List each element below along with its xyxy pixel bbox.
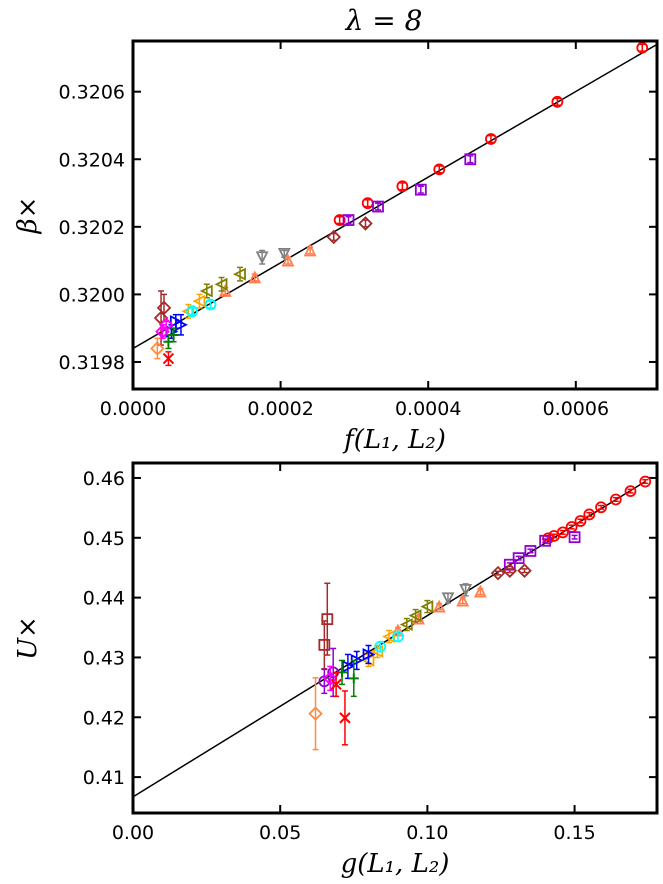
data-point	[595, 501, 607, 514]
data-point	[339, 712, 351, 724]
data-point	[318, 638, 331, 651]
data-point	[441, 592, 455, 606]
plot-title: λ = 8	[345, 4, 423, 37]
data-point	[432, 599, 446, 613]
U-x-axis-title: g(L₁, L₂)	[341, 849, 450, 879]
data-point	[248, 270, 262, 284]
data-point	[281, 253, 295, 267]
beta-xtick-label: 0.0006	[543, 398, 609, 420]
data-point	[330, 678, 342, 691]
data-point	[342, 214, 355, 226]
data-point	[162, 352, 175, 365]
data-point	[568, 531, 581, 544]
U-ytick-label: 0.42	[83, 707, 125, 729]
U-ytick-label: 0.45	[83, 528, 125, 550]
data-point	[303, 243, 317, 257]
data-point	[551, 95, 564, 108]
U-xtick-label: 0.10	[406, 822, 448, 844]
beta-chart: 0.0000 0.0002 0.0004 0.0006 0.3198 0.3200 0.32…	[13, 39, 659, 455]
U-ytick-label: 0.46	[83, 468, 125, 490]
U-plot-area	[133, 475, 652, 798]
data-point	[485, 133, 497, 145]
beta-ytick-label: 0.3206	[59, 82, 125, 104]
data-point	[277, 247, 291, 261]
beta-y-axis-title: β×	[13, 197, 43, 235]
data-point	[539, 534, 552, 547]
beta-ytick-label: 0.3200	[59, 284, 125, 306]
data-point	[255, 251, 269, 265]
u-chart: 0.00 0.05 0.10 0.15 0.41 0.42 0.43 0.44 0.45 0.46…	[13, 461, 659, 879]
data-point	[512, 552, 525, 565]
beta-ytick-label: 0.3202	[59, 217, 125, 239]
beta-plot-area	[133, 41, 657, 367]
data-point	[420, 600, 434, 614]
data-point	[341, 659, 355, 673]
data-point	[362, 647, 376, 661]
data-point	[321, 613, 334, 626]
beta-axes-frame	[131, 39, 659, 391]
data-point	[233, 267, 246, 281]
beta-xtick-label: 0.0004	[395, 398, 461, 420]
data-point	[433, 163, 446, 176]
data-point	[396, 180, 409, 193]
data-point	[326, 229, 342, 245]
data-point	[158, 317, 174, 333]
data-point	[322, 671, 338, 686]
data-point	[502, 563, 518, 578]
data-point	[490, 565, 506, 581]
beta-fit-line	[133, 43, 657, 350]
U-ytick-label: 0.44	[83, 588, 125, 610]
data-point	[392, 630, 404, 643]
data-point	[333, 214, 346, 226]
data-point	[150, 341, 165, 356]
data-point	[408, 609, 422, 623]
beta-x-axis-title: f(L₁, L₂)	[342, 425, 446, 455]
data-point	[374, 640, 387, 653]
data-point	[639, 475, 652, 488]
data-point	[382, 630, 396, 643]
data-point	[464, 153, 477, 166]
data-point	[399, 618, 413, 631]
data-point	[583, 508, 596, 521]
beta-ytick-label: 0.3204	[59, 149, 125, 171]
beta-xtick-label: 0.0000	[100, 398, 166, 420]
U-ytick-label: 0.43	[83, 647, 125, 669]
data-point	[517, 563, 532, 578]
data-point	[199, 284, 213, 298]
data-point	[414, 183, 427, 196]
data-point	[574, 515, 587, 527]
data-point	[348, 673, 359, 684]
data-point	[372, 200, 384, 213]
data-point	[168, 329, 179, 340]
beta-xtick-label: 0.0002	[247, 398, 313, 420]
U-ytick-label: 0.41	[83, 767, 125, 789]
data-point	[186, 305, 198, 318]
data-point	[358, 216, 373, 231]
data-point	[308, 706, 323, 721]
data-point	[456, 593, 470, 607]
data-point	[192, 294, 206, 308]
beta-ytick-label: 0.3198	[59, 352, 125, 374]
data-point	[624, 485, 637, 498]
data-point	[156, 300, 172, 316]
U-xtick-label: 0.05	[259, 822, 301, 844]
U-axes-frame	[131, 461, 659, 815]
U-y-axis-title: U×	[13, 616, 43, 660]
data-point	[636, 41, 649, 54]
data-point	[169, 314, 183, 328]
U-xtick-label: 0.00	[112, 822, 154, 844]
data-point	[459, 583, 473, 597]
data-point	[609, 493, 622, 506]
data-point	[318, 675, 331, 688]
data-point	[524, 545, 537, 557]
data-point	[214, 277, 228, 291]
U-xtick-label: 0.15	[553, 822, 595, 844]
data-point	[473, 584, 487, 598]
data-point	[204, 298, 217, 311]
